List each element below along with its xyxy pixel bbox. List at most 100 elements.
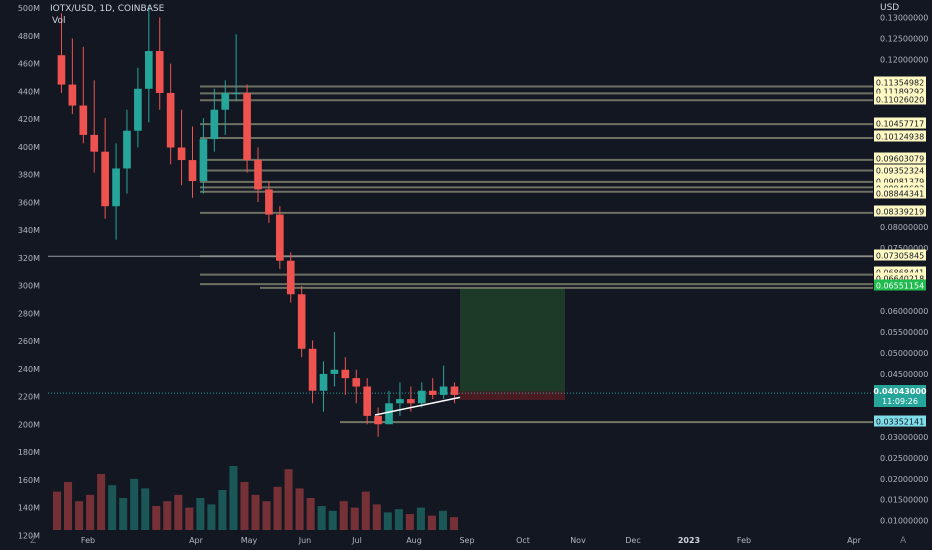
volume-bar (196, 498, 205, 530)
volume-tick-label: 440M (18, 87, 40, 96)
candle-body (286, 260, 295, 295)
volume-bar (317, 506, 326, 530)
level-price-label: 0.08339219 (876, 208, 924, 217)
volume-bar (350, 507, 359, 530)
auto-scale-button[interactable]: A (900, 536, 907, 546)
candle-body (276, 214, 284, 261)
candle-body (221, 92, 230, 110)
volume-bar (75, 501, 84, 530)
candle-body (385, 403, 393, 425)
candle-body (450, 386, 459, 395)
level-price-label: 0.10124938 (876, 133, 924, 142)
last-price-badge-bg[interactable] (874, 385, 926, 407)
candle-body (265, 189, 273, 215)
time-tick-label: Aug (406, 536, 422, 545)
candle-body (166, 92, 175, 148)
level-price-label: 0.08844341 (876, 190, 924, 199)
volume-bar (207, 504, 216, 530)
level-price-label-bg[interactable] (874, 85, 926, 97)
candle-body (243, 92, 251, 161)
volume-bar (405, 514, 414, 530)
volume-bar (262, 501, 271, 530)
volume-bar (130, 478, 139, 530)
level-price-label-bg[interactable] (874, 76, 926, 88)
time-tick-label: Apr (847, 536, 862, 545)
entry-price-label-bg[interactable] (874, 279, 926, 291)
level-price-label-bg[interactable] (874, 130, 926, 142)
level-price-label-bg[interactable] (874, 249, 926, 261)
level-price-label-bg[interactable] (874, 187, 926, 199)
candle-body (101, 151, 109, 207)
volume-bar (108, 485, 117, 530)
trendline[interactable] (374, 396, 461, 416)
candle-body (134, 88, 142, 131)
candle-body (123, 130, 131, 169)
candle-body (57, 55, 66, 85)
candle-body (177, 147, 186, 161)
volume-tick-label: 280M (18, 309, 40, 318)
volume-tick-label: 200M (18, 420, 40, 429)
support-price-label-bg[interactable] (874, 415, 926, 427)
volume-bar (449, 517, 458, 530)
level-price-label: 0.09352324 (876, 167, 924, 176)
price-tick-label: 0.12000000 (880, 55, 928, 64)
level-price-label-bg[interactable] (874, 175, 926, 187)
candle-body (428, 390, 437, 395)
level-price-label-bg[interactable] (874, 266, 926, 278)
level-price-label-bg[interactable] (874, 164, 926, 176)
volume-bar (152, 506, 161, 530)
candle-body (79, 105, 88, 135)
time-tick-label: Oct (516, 536, 530, 545)
volume-bar (53, 491, 62, 530)
volume-legend: Vol (52, 16, 66, 26)
price-tick-label: 0.08000000 (880, 223, 928, 232)
volume-bar (86, 494, 95, 530)
time-tick-label: 2023 (678, 536, 700, 545)
volume-tick-label: 180M (18, 448, 40, 457)
price-tick-label: 0.06000000 (880, 307, 928, 316)
zoom-left-button[interactable]: Z (30, 536, 37, 546)
volume-tick-label: 140M (18, 504, 40, 513)
volume-bar (438, 510, 447, 530)
candle-body (210, 109, 219, 140)
volume-tick-label: 240M (18, 365, 40, 374)
price-tick-label: 0.05000000 (880, 349, 928, 358)
long-position-target-zone[interactable] (460, 287, 565, 392)
level-price-label: 0.06640218 (876, 275, 924, 284)
price-tick-label: 0.01000000 (880, 517, 928, 526)
candle-body (363, 386, 372, 416)
volume-bar (163, 501, 172, 530)
level-price-label-bg[interactable] (874, 152, 926, 164)
price-tick-label: 0.02000000 (880, 475, 928, 484)
volume-bar (383, 512, 392, 530)
level-price-label-bg[interactable] (874, 272, 926, 284)
candle-body (144, 51, 153, 89)
volume-bar (306, 498, 315, 530)
candle-body (308, 348, 317, 391)
volume-bar (416, 507, 425, 530)
candle-body (254, 160, 262, 190)
last-price-label: 0.04043000 (873, 387, 927, 396)
volume-bar (394, 509, 403, 530)
candle-body (68, 84, 77, 106)
long-position-stop-zone[interactable] (460, 391, 565, 400)
volume-tick-label: 220M (18, 393, 40, 402)
price-tick-label: 0.05500000 (880, 328, 928, 337)
price-tick-label: 0.07500000 (880, 244, 928, 253)
level-price-label-bg[interactable] (874, 117, 926, 129)
volume-tick-label: 360M (18, 198, 40, 207)
candle-body (352, 378, 361, 387)
level-price-label: 0.10457717 (876, 120, 924, 129)
level-price-label-bg[interactable] (874, 205, 926, 217)
volume-tick-label: 480M (18, 32, 40, 41)
price-tick-label: 0.02500000 (880, 454, 928, 463)
candle-body (188, 160, 197, 182)
volume-bar (372, 504, 381, 530)
volume-bar (328, 510, 337, 530)
candle-body (112, 168, 120, 207)
candle-body (417, 390, 426, 404)
volume-bar (97, 474, 106, 530)
level-price-label-bg[interactable] (874, 93, 926, 105)
